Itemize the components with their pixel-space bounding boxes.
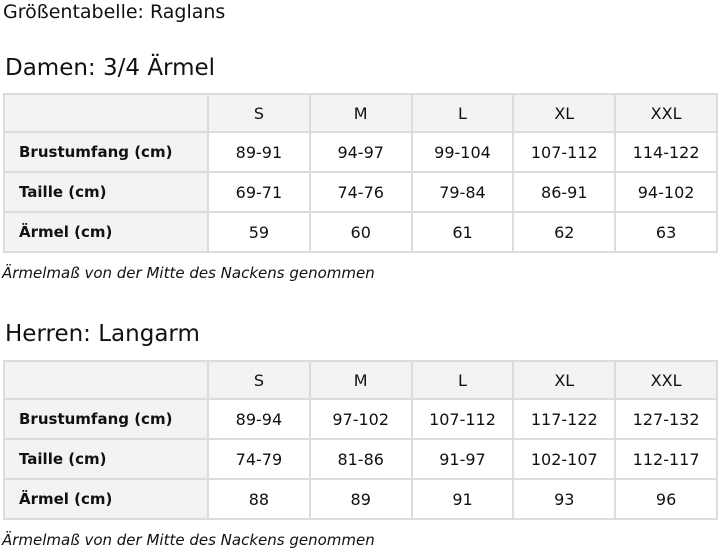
- table-row: Ärmel (cm) 59 60 61 62 63: [3, 211, 718, 253]
- size-header: S: [207, 360, 311, 400]
- size-table: S M L XL XXL Brustumfang (cm) 89-91 94-97 99-104…: [3, 93, 718, 253]
- table-row: Brustumfang (cm) 89-94 97-102 107-112 117-12…: [3, 398, 718, 440]
- table-cell: 97-102: [308, 398, 413, 440]
- row-label: Taille (cm): [3, 438, 209, 480]
- table-row: Ärmel (cm) 88 89 91 93 96: [3, 478, 718, 520]
- page-title: Größentabelle: Raglans: [3, 1, 226, 23]
- row-label: Brustumfang (cm): [3, 131, 209, 173]
- size-table: S M L XL XXL Brustumfang (cm) 89-94 97-102 107-1…: [3, 360, 718, 520]
- size-header: L: [410, 360, 515, 400]
- size-header: M: [308, 360, 413, 400]
- size-header: L: [410, 93, 515, 133]
- table-cell: 89: [308, 478, 413, 520]
- table-cell: 114-122: [614, 131, 718, 173]
- table-cell: 94-102: [614, 171, 718, 213]
- table-cell: 61: [410, 211, 515, 253]
- table-cell: 74-79: [207, 438, 311, 480]
- header-row: S M L XL XXL: [3, 360, 718, 400]
- table-cell: 86-91: [512, 171, 617, 213]
- section-heading: Herren: Langarm: [5, 321, 200, 347]
- table-cell: 74-76: [308, 171, 413, 213]
- table-row: Brustumfang (cm) 89-91 94-97 99-104 107-112 1…: [3, 131, 718, 173]
- row-label: Taille (cm): [3, 171, 209, 213]
- row-label: Brustumfang (cm): [3, 398, 209, 440]
- row-label: Ärmel (cm): [3, 211, 209, 253]
- table-cell: 63: [614, 211, 718, 253]
- footnote: Ärmelmaß von der Mitte des Nackens genom…: [2, 264, 375, 282]
- table-row: Taille (cm) 69-71 74-76 79-84 86-91 94-102: [3, 171, 718, 213]
- corner-cell: [3, 93, 209, 133]
- table-cell: 99-104: [410, 131, 515, 173]
- table-cell: 79-84: [410, 171, 515, 213]
- size-header: XL: [512, 93, 617, 133]
- row-label: Ärmel (cm): [3, 478, 209, 520]
- table-cell: 89-91: [207, 131, 311, 173]
- table-cell: 88: [207, 478, 311, 520]
- size-header: S: [207, 93, 311, 133]
- header-row: S M L XL XXL: [3, 93, 718, 133]
- table-cell: 96: [614, 478, 718, 520]
- table-cell: 91: [410, 478, 515, 520]
- table-cell: 93: [512, 478, 617, 520]
- section-heading: Damen: 3/4 Ärmel: [5, 55, 216, 81]
- footnote: Ärmelmaß von der Mitte des Nackens genom…: [2, 531, 375, 549]
- size-header: M: [308, 93, 413, 133]
- table-row: Taille (cm) 74-79 81-86 91-97 102-107 112-117: [3, 438, 718, 480]
- size-header: XL: [512, 360, 617, 400]
- table-cell: 81-86: [308, 438, 413, 480]
- table-cell: 91-97: [410, 438, 515, 480]
- table-cell: 117-122: [512, 398, 617, 440]
- table-cell: 89-94: [207, 398, 311, 440]
- size-header: XXL: [614, 360, 718, 400]
- table-cell: 94-97: [308, 131, 413, 173]
- corner-cell: [3, 360, 209, 400]
- table-cell: 62: [512, 211, 617, 253]
- table-cell: 107-112: [512, 131, 617, 173]
- table-cell: 102-107: [512, 438, 617, 480]
- size-header: XXL: [614, 93, 718, 133]
- table-cell: 60: [308, 211, 413, 253]
- table-cell: 69-71: [207, 171, 311, 213]
- table-cell: 112-117: [614, 438, 718, 480]
- table-cell: 127-132: [614, 398, 718, 440]
- table-cell: 107-112: [410, 398, 515, 440]
- table-cell: 59: [207, 211, 311, 253]
